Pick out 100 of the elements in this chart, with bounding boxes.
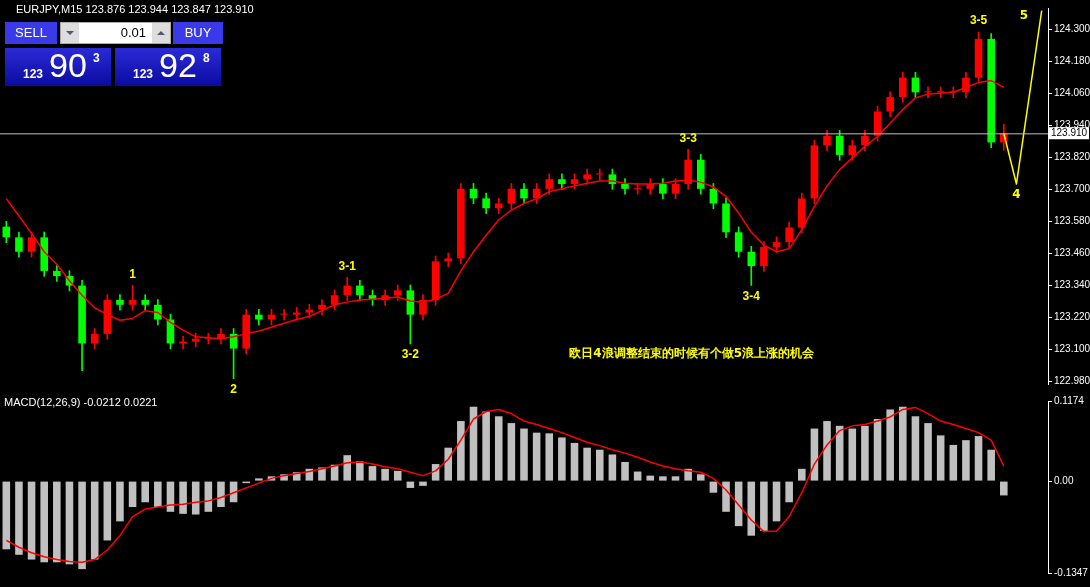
bar [520, 428, 528, 481]
bar [419, 481, 427, 486]
text: 3-3 [679, 130, 697, 145]
y-tick-label: 122.980 [1054, 375, 1090, 387]
bar [40, 481, 48, 563]
bar [141, 481, 149, 503]
text: 3-4 [742, 288, 760, 303]
candlestick [444, 252, 453, 267]
bar [899, 406, 907, 481]
candlestick [292, 306, 301, 321]
y-tick-label: 123.580 [1054, 215, 1090, 227]
text: 3-1 [338, 258, 356, 273]
bar [646, 475, 655, 481]
annotation: 0.01 [120, 24, 146, 42]
y-tick-label: 124.300 [1054, 23, 1090, 35]
bar [154, 481, 162, 508]
bar [27, 481, 36, 560]
text: 3-2 [401, 347, 420, 362]
bar [911, 416, 920, 481]
bar [949, 444, 958, 481]
bar [343, 455, 352, 481]
bar [15, 481, 23, 555]
bar [608, 454, 617, 481]
bar [987, 449, 995, 481]
bar [848, 428, 857, 481]
bar [179, 481, 187, 514]
bar [861, 425, 869, 481]
bar [393, 470, 402, 481]
bar [507, 423, 516, 481]
bar [53, 481, 61, 563]
annotation: 123 [23, 67, 44, 81]
bar [633, 471, 642, 481]
bar [696, 474, 705, 481]
chart-title: MACD(12,26,9) -0.0212 0.0221 [4, 396, 158, 408]
bar [621, 462, 629, 481]
annotation: 90 [49, 46, 87, 85]
bar [103, 481, 112, 541]
candlestick [280, 309, 288, 321]
text: 2 [230, 381, 237, 396]
bar [90, 481, 99, 560]
annotation: 5 [1019, 8, 1029, 23]
bar [444, 447, 453, 481]
bar [583, 447, 591, 481]
y-tick-label: -0.1347 [1054, 566, 1089, 578]
y-tick-label: 123.460 [1054, 247, 1090, 259]
bar [469, 406, 478, 481]
bar [595, 449, 604, 481]
bar [217, 481, 225, 508]
annotation: BUY [173, 22, 223, 44]
bar [558, 437, 566, 481]
y-tick-label: 123.340 [1054, 279, 1090, 291]
bar [722, 481, 730, 512]
bar [760, 481, 768, 531]
bar [936, 435, 945, 481]
y-tick-label: 124.060 [1054, 87, 1090, 99]
bar [482, 411, 490, 481]
bar [747, 481, 756, 536]
y-tick-label: 124.180 [1054, 55, 1090, 67]
bar [255, 478, 263, 481]
bar [709, 481, 718, 493]
bar [457, 421, 465, 481]
bar [659, 476, 667, 481]
bar [381, 468, 389, 481]
bar [974, 436, 983, 481]
bar [545, 433, 554, 481]
y-tick-label: 123.700 [1054, 183, 1090, 195]
bar [65, 481, 74, 565]
bar [116, 481, 124, 522]
text: 1 [129, 266, 136, 281]
bar [785, 481, 793, 503]
bar [1000, 481, 1008, 496]
ref-line-label: 123.910 [1051, 127, 1088, 139]
y-tick-label: 123.100 [1054, 343, 1090, 355]
bar [2, 481, 11, 550]
y-tick-label: 0.1174 [1054, 394, 1085, 406]
bar [494, 416, 503, 481]
text: 3-5 [969, 13, 988, 28]
bar [671, 476, 680, 481]
bar [962, 440, 970, 481]
bar [924, 423, 932, 481]
chart-title: EURJPY,M15 123.876 123.944 123.847 123.910 [16, 3, 254, 15]
y-tick-label: 123.820 [1054, 151, 1090, 163]
bar [532, 432, 541, 481]
bar [772, 481, 781, 522]
y-tick-label: 123.220 [1054, 311, 1090, 323]
bar [128, 481, 137, 508]
annotation: 123 [133, 67, 154, 81]
bar [356, 461, 364, 481]
bar [798, 468, 806, 481]
candlestick [595, 168, 604, 181]
annotation: 欧日4浪调整结束的时候有个做5浪上涨的机会 [569, 346, 816, 361]
annotation: 8 [203, 51, 210, 65]
bar [368, 466, 377, 481]
bar [873, 419, 882, 481]
bar [886, 409, 894, 481]
bar [570, 442, 579, 481]
annotation: SELL [5, 22, 57, 44]
annotation: 4 [1012, 187, 1021, 202]
bar [835, 425, 844, 481]
annotation: 92 [159, 46, 197, 85]
